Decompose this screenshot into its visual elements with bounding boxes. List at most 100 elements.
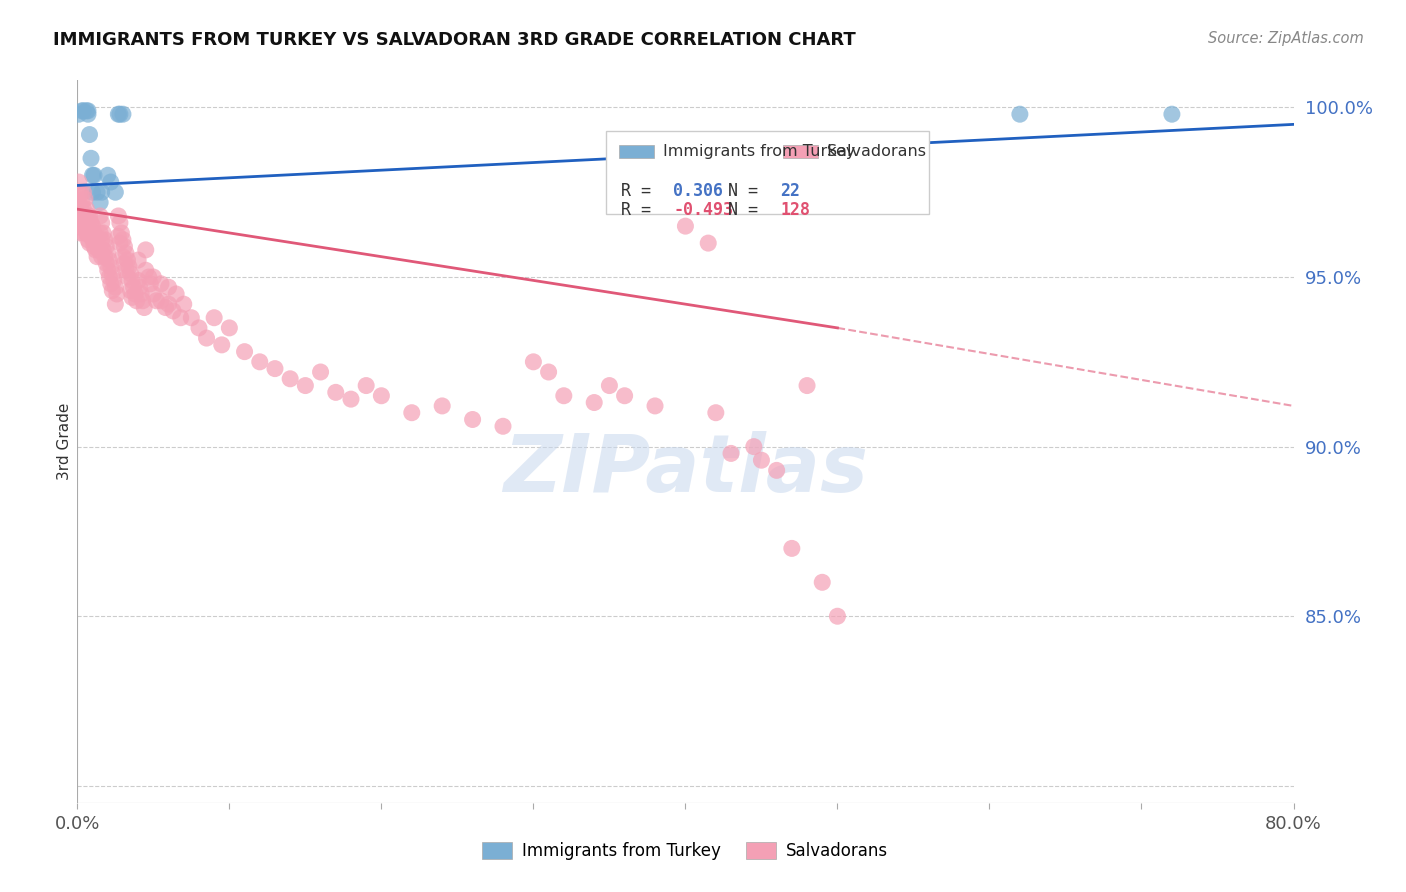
Point [77,233,100,247]
Point [294,378,316,392]
Point [89,195,111,210]
Point [89,209,111,223]
Point [129,287,152,301]
Point [105,287,128,301]
Point [142,270,165,285]
Point [82,185,104,199]
Y-axis label: 3rd Grade: 3rd Grade [56,403,72,480]
Point [127,253,149,268]
Point [77,103,100,118]
Point [97,263,120,277]
Point [107,107,129,121]
Point [100,175,122,189]
Point [93,233,115,247]
Point [264,361,287,376]
Point [79,209,101,223]
FancyBboxPatch shape [783,145,818,158]
Point [124,287,146,301]
Point [697,236,720,251]
Point [115,263,138,277]
Point [79,128,101,142]
Point [108,216,131,230]
Point [114,239,136,253]
Point [89,226,111,240]
Point [108,107,131,121]
Point [86,185,108,199]
Point [83,168,105,182]
Text: 128: 128 [780,201,810,219]
Point [90,185,112,199]
Point [125,293,148,308]
Text: IMMIGRANTS FROM TURKEY VS SALVADORAN 3RD GRADE CORRELATION CHART: IMMIGRANTS FROM TURKEY VS SALVADORAN 3RD… [53,31,856,49]
Point [145,293,167,308]
Point [796,378,818,392]
Point [115,246,138,260]
Point [157,297,180,311]
Point [104,280,127,294]
Text: 22: 22 [780,182,800,200]
Point [72,226,94,240]
Point [90,233,112,247]
Point [142,287,165,301]
Point [101,267,124,281]
Point [644,399,666,413]
Text: ZIPatlas: ZIPatlas [503,432,868,509]
Point [77,107,100,121]
Point [84,243,107,257]
Point [77,219,100,234]
Point [162,304,184,318]
Point [110,226,132,240]
Point [127,273,149,287]
Point [537,365,560,379]
Point [553,389,575,403]
Point [138,270,160,285]
Point [1008,107,1031,121]
Point [77,209,100,223]
Point [827,609,849,624]
Point [72,103,94,118]
Point [70,103,93,118]
Point [780,541,803,556]
Point [97,246,120,260]
Point [72,185,94,199]
Point [149,277,172,291]
Point [278,372,301,386]
Text: Source: ZipAtlas.com: Source: ZipAtlas.com [1208,31,1364,46]
Point [79,236,101,251]
Point [84,229,107,244]
Point [73,222,96,236]
Point [598,378,620,392]
Point [249,355,271,369]
Point [492,419,515,434]
Point [104,297,127,311]
Point [72,202,94,217]
Point [218,321,240,335]
Point [73,209,96,223]
Point [96,256,118,270]
Point [461,412,484,426]
Point [173,297,195,311]
Point [704,406,727,420]
Point [202,310,225,325]
Point [82,219,104,234]
Point [134,301,156,315]
Point [120,284,142,298]
Point [91,226,114,240]
Point [93,250,115,264]
Point [89,243,111,257]
Text: R =: R = [621,201,651,219]
Point [91,243,114,257]
Text: N =: N = [728,201,758,219]
Point [82,168,104,182]
Point [114,256,136,270]
Point [80,216,103,230]
Point [67,107,90,121]
Point [67,175,90,189]
FancyBboxPatch shape [619,145,654,158]
Point [117,253,139,268]
Point [80,151,103,165]
Point [430,399,453,413]
Point [401,406,423,420]
Point [73,192,96,206]
Point [107,209,129,223]
